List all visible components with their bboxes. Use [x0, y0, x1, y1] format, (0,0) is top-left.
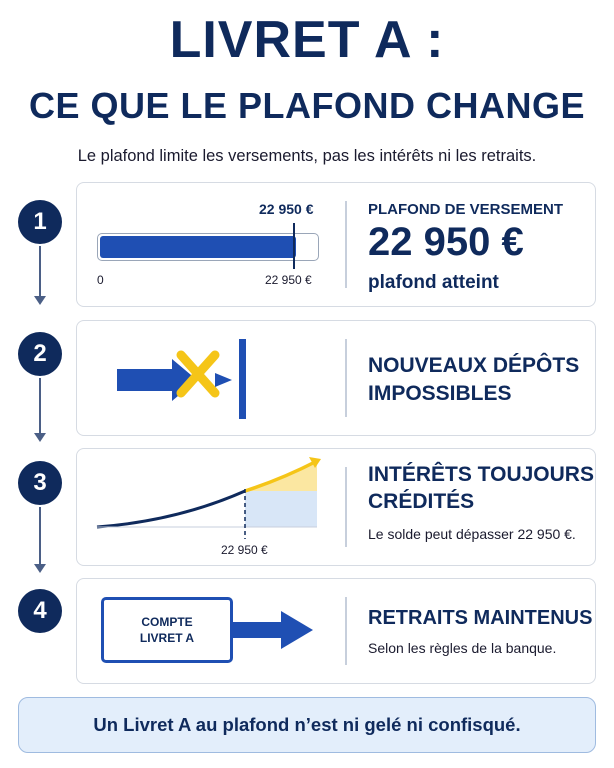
page-subtitle-heading: CE QUE LE PLAFOND CHANGE: [28, 85, 586, 126]
step2-heading-line2: IMPOSSIBLES: [368, 382, 512, 405]
step2-heading-line1: NOUVEAUX DÉPÔTS: [368, 354, 580, 377]
step3-heading-line2: CRÉDITÉS: [368, 490, 475, 513]
step4-heading: RETRAITS MAINTENUS: [368, 607, 593, 629]
footer-text: Un Livret A au plafond n’est ni gelé ni …: [93, 714, 521, 735]
progress-bar: [97, 233, 319, 261]
step1-heading: PLAFOND DE VERSEMENT: [368, 201, 564, 218]
step-card-3: 22 950 €: [76, 448, 596, 566]
bar-limit-marker: [293, 223, 295, 269]
cross-icon: [176, 350, 220, 398]
step-card-1: 22 950 € 0 22 950 €: [76, 182, 596, 307]
chart-marker-label: 22 950 €: [221, 543, 268, 557]
connector-line-2: [39, 378, 41, 433]
step1-status: plafond atteint: [368, 272, 499, 293]
step3-heading-line1: INTÉRÊTS TOUJOURS: [368, 463, 594, 486]
account-box-line1: COMPTE: [141, 614, 193, 629]
blocked-deposit-illustration: [117, 339, 246, 419]
step3-note: Le solde peut dépasser 22 950 €.: [368, 526, 576, 542]
connector-arrow-1: [34, 296, 46, 305]
bar-max-label: 22 950 €: [265, 273, 312, 287]
step4-note: Selon les règles de la banque.: [368, 640, 557, 656]
bar-top-label: 22 950 €: [259, 201, 314, 217]
step-number-1: 1: [18, 200, 62, 244]
footer-banner: Un Livret A au plafond n’est ni gelé ni …: [18, 697, 596, 753]
connector-arrow-3: [34, 564, 46, 573]
step1-amount: 22 950 €: [368, 220, 524, 264]
step-card-4: COMPTE LIVRET A: [76, 578, 596, 684]
step-number-3: 3: [18, 461, 62, 505]
withdraw-arrow-icon: [233, 611, 313, 649]
step-number-2: 2: [18, 332, 62, 376]
page-title: LIVRET A :: [169, 11, 445, 69]
connector-arrow-2: [34, 433, 46, 442]
growth-arrow-icon: [309, 457, 321, 468]
bar-min-label: 0: [97, 273, 104, 287]
step-number-4: 4: [18, 589, 62, 633]
progress-bar-fill: [100, 236, 297, 258]
wall-bar-icon: [239, 339, 246, 419]
account-box: COMPTE LIVRET A: [101, 597, 233, 663]
step-card-2: [76, 320, 596, 436]
interest-growth-chart: [96, 457, 321, 539]
account-box-line2: LIVRET A: [139, 631, 195, 645]
connector-line-3: [39, 507, 41, 564]
card-divider: [345, 201, 347, 288]
page-subtitle: Le plafond limite les versements, pas le…: [77, 147, 537, 165]
connector-line-1: [39, 246, 41, 296]
